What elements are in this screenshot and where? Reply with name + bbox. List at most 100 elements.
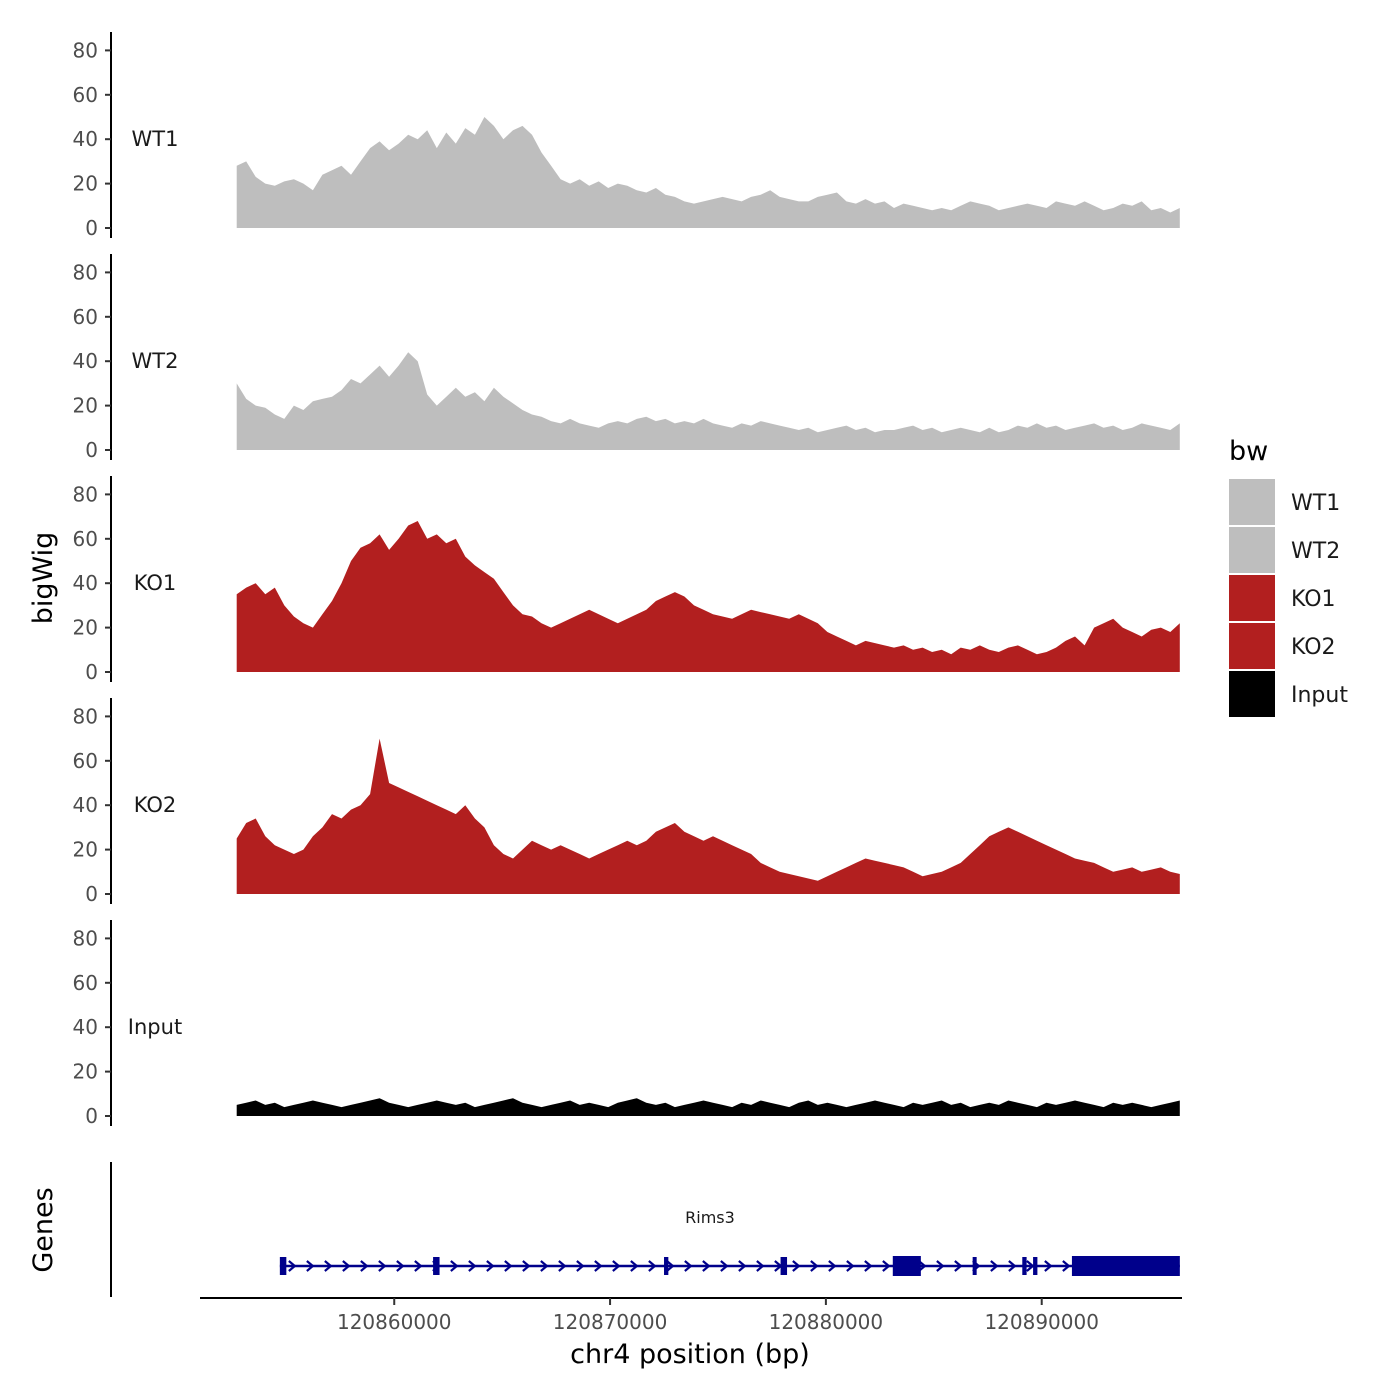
y-tick-label: 80 xyxy=(73,926,98,950)
legend-label: WT1 xyxy=(1291,491,1340,516)
gene-exon-block xyxy=(1033,1257,1038,1275)
y-tick-label: 80 xyxy=(73,482,98,506)
y-tick-label: 60 xyxy=(73,83,98,107)
gene-model-rims3 xyxy=(279,1256,1180,1276)
strand-arrow xyxy=(990,1260,999,1272)
strand-arrow xyxy=(936,1260,945,1272)
track-ko1: 0 20 40 60 80 KO1 xyxy=(73,476,1180,684)
y-tick-label: 60 xyxy=(73,749,98,773)
gene-exon-block xyxy=(1022,1257,1027,1275)
track-wt1: 0 20 40 60 80 WT1 xyxy=(73,32,1180,240)
legend-swatch xyxy=(1229,479,1275,525)
y-tick-label: 60 xyxy=(73,527,98,551)
strand-arrow xyxy=(702,1260,711,1272)
legend-items: WT1 WT2 KO1 KO2 Input xyxy=(1229,479,1348,717)
y-tick-label: 0 xyxy=(85,438,98,462)
strand-arrow xyxy=(738,1260,747,1272)
genes-panel: Genes Rims3 xyxy=(28,1162,1180,1297)
y-tick-label: 20 xyxy=(73,616,98,640)
strand-arrow xyxy=(684,1260,693,1272)
legend-swatch xyxy=(1229,671,1275,717)
strand-arrow xyxy=(756,1260,765,1272)
y-tick-label: 40 xyxy=(73,793,98,817)
x-tick-label: 120880000 xyxy=(769,1310,884,1334)
x-tick-label: 120860000 xyxy=(337,1310,452,1334)
strand-arrow xyxy=(306,1260,315,1272)
coverage-area-ko1 xyxy=(236,521,1180,672)
gene-exon-block xyxy=(780,1257,788,1275)
strand-arrow xyxy=(414,1260,423,1272)
strand-arrow xyxy=(324,1260,333,1272)
track-wt2: 0 20 40 60 80 WT2 xyxy=(73,254,1180,462)
coverage-area-ko2 xyxy=(236,738,1180,894)
y-tick-label: 0 xyxy=(85,1104,98,1128)
strand-arrow xyxy=(630,1260,639,1272)
coverage-area-input xyxy=(236,1098,1180,1116)
strand-arrow xyxy=(648,1260,657,1272)
y-tick-label: 40 xyxy=(73,349,98,373)
x-tick-label: 120870000 xyxy=(553,1310,668,1334)
y-tick-label: 80 xyxy=(73,38,98,62)
y-axis-title: bigWig xyxy=(28,532,59,625)
strand-arrow xyxy=(558,1260,567,1272)
strand-arrow xyxy=(954,1260,963,1272)
strand-arrow xyxy=(576,1260,585,1272)
strand-arrow xyxy=(594,1260,603,1272)
strand-arrow xyxy=(468,1260,477,1272)
gene-label-rims3: Rims3 xyxy=(685,1208,735,1227)
gene-exon-block xyxy=(664,1257,669,1275)
strand-arrow xyxy=(360,1260,369,1272)
strand-arrow xyxy=(882,1260,891,1272)
gene-exon-block xyxy=(972,1257,977,1275)
y-tick-label: 0 xyxy=(85,882,98,906)
legend-label: Input xyxy=(1291,683,1348,708)
track-panels: 0 20 40 60 80 WT1 0 20 40 60 80 WT2 0 20 40 60 80 KO1 0 20 4… xyxy=(73,32,1180,1128)
x-axis-title: chr4 position (bp) xyxy=(570,1339,810,1370)
gene-exon-block xyxy=(433,1257,440,1275)
track-label-ko2: KO2 xyxy=(134,793,177,817)
y-tick-label: 80 xyxy=(73,704,98,728)
legend-item-input: Input xyxy=(1229,671,1348,717)
y-tick-label: 60 xyxy=(73,305,98,329)
strand-arrow xyxy=(540,1260,549,1272)
legend-item-wt1: WT1 xyxy=(1229,479,1340,525)
strand-arrow xyxy=(1044,1260,1053,1272)
track-label-wt2: WT2 xyxy=(132,349,179,373)
gene-utr-block xyxy=(892,1256,921,1276)
legend: bw WT1 WT2 KO1 KO2 Input xyxy=(1229,436,1348,717)
strand-arrow xyxy=(1008,1260,1017,1272)
coverage-area-wt1 xyxy=(236,117,1180,228)
legend-title: bw xyxy=(1229,436,1268,467)
y-tick-label: 80 xyxy=(73,260,98,284)
coverage-area-wt2 xyxy=(236,352,1180,450)
x-tick-label: 120890000 xyxy=(984,1310,1099,1334)
track-input: 0 20 40 60 80 Input xyxy=(73,920,1180,1128)
strand-arrow xyxy=(450,1260,459,1272)
track-label-wt1: WT1 xyxy=(132,127,179,151)
strand-arrow xyxy=(666,1260,675,1272)
y-tick-label: 40 xyxy=(73,571,98,595)
strand-arrow xyxy=(720,1260,729,1272)
legend-label: KO2 xyxy=(1291,635,1336,660)
track-label-input: Input xyxy=(128,1015,182,1039)
legend-item-wt2: WT2 xyxy=(1229,527,1340,573)
gene-exon-block xyxy=(279,1257,287,1275)
strand-arrow xyxy=(288,1260,297,1272)
strand-arrow xyxy=(846,1260,855,1272)
strand-arrow xyxy=(504,1260,513,1272)
track-label-ko1: KO1 xyxy=(134,571,177,595)
legend-label: WT2 xyxy=(1291,539,1340,564)
legend-swatch xyxy=(1229,575,1275,621)
y-tick-label: 20 xyxy=(73,394,98,418)
strand-arrow xyxy=(1062,1260,1071,1272)
strand-arrow xyxy=(522,1260,531,1272)
strand-arrow xyxy=(918,1260,927,1272)
y-tick-label: 20 xyxy=(73,172,98,196)
track-ko2: 0 20 40 60 80 KO2 xyxy=(73,698,1180,906)
legend-swatch xyxy=(1229,527,1275,573)
y-tick-label: 0 xyxy=(85,660,98,684)
strand-arrow xyxy=(378,1260,387,1272)
gene-utr-block xyxy=(1071,1256,1180,1276)
strand-arrow xyxy=(1026,1260,1035,1272)
legend-swatch xyxy=(1229,623,1275,669)
